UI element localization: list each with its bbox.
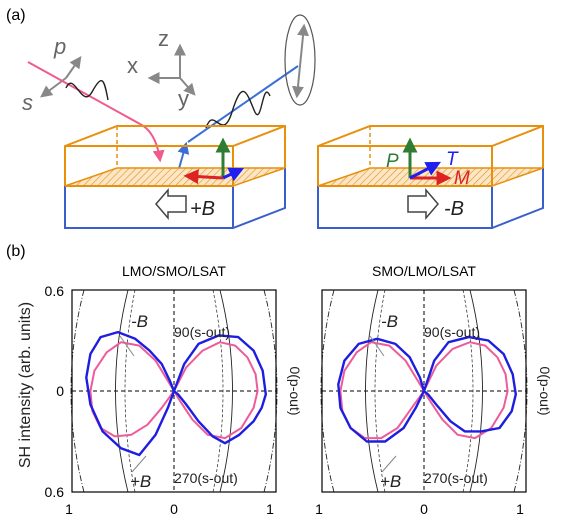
chart-left-bottom-label: 270(s-out)	[174, 470, 238, 486]
output-polarization-arrow	[291, 23, 310, 99]
y-tick-top: 0.6	[45, 283, 65, 299]
incident-beam-refracted	[139, 123, 165, 163]
y-tick-middle: 0	[56, 383, 64, 399]
chart-left-top-label: 90(s-out)	[174, 324, 230, 340]
left-field-label: +B	[190, 198, 215, 220]
p-polarization-arrow	[65, 56, 82, 79]
coordinate-axes: z x y	[127, 26, 196, 111]
left-T-arrow	[222, 167, 245, 182]
s-label: s	[22, 90, 33, 115]
p-label: p	[53, 34, 66, 59]
incident-beam-line	[27, 61, 141, 125]
panel-a: (a) z x y p s	[6, 7, 544, 229]
y-axis-arrow	[179, 77, 196, 96]
panel-b-label: (b)	[6, 243, 26, 260]
chart-left-right-label: 0(p-out)	[287, 366, 303, 415]
y-axis-label: y	[178, 86, 189, 111]
panel-b: (b) SH intensity (arb. units) LMO/SMO/LS…	[6, 243, 553, 517]
chart-left-plusB-label: +B	[130, 472, 151, 491]
left-interface-hatch	[64, 167, 286, 187]
M-label: M	[454, 168, 470, 189]
chart-right-right-label: 0(p-out)	[537, 366, 553, 415]
T-label: T	[446, 149, 459, 170]
chart-right: SMO/LMO/LSAT 90(s-out) 270(s-out) -B +B …	[315, 263, 553, 517]
right-field-arrow-icon	[407, 187, 439, 221]
x-tick-right-0: 0	[420, 501, 428, 517]
x-tick-left-2: 1	[266, 501, 274, 517]
P-label: P	[386, 151, 399, 172]
outgoing-beam	[177, 14, 316, 173]
polarization-ellipse	[284, 14, 316, 106]
right-T-arrow	[409, 161, 441, 180]
chart-left: LMO/SMO/LSAT 90(s-out) 270(s-out) -B +B …	[45, 263, 303, 517]
x-tick-right-1: 1	[315, 501, 323, 517]
outgoing-wave-icon	[205, 90, 271, 129]
chart-left-plot	[85, 330, 267, 457]
chart-left-minusB-label: -B	[131, 312, 148, 331]
series-plus-B-line	[337, 335, 517, 443]
chart-right-grid-arcs	[320, 289, 528, 493]
left-field-arrow-icon	[155, 187, 187, 221]
y-tick-bottom: 0.6	[45, 484, 65, 500]
x-axis-label: x	[127, 53, 138, 78]
chart-right-minusB-label: -B	[381, 312, 398, 331]
z-axis-label: z	[158, 26, 169, 51]
y-axis-title: SH intensity (arb. units)	[17, 302, 34, 468]
chart-left-title: LMO/SMO/LSAT	[122, 263, 226, 279]
x-tick-left-1: 1	[65, 501, 73, 517]
left-device: +B	[64, 125, 286, 229]
left-M-arrow	[183, 169, 224, 185]
chart-right-plot	[337, 335, 517, 443]
chart-right-plusB-label: +B	[380, 472, 401, 491]
chart-right-top-label: 90(s-out)	[424, 324, 480, 340]
incident-wave-icon	[65, 80, 109, 101]
x-tick-right-2: 1	[516, 501, 524, 517]
right-field-label: -B	[444, 198, 464, 220]
series-plus-B-line	[85, 330, 267, 457]
outgoing-beam-line	[187, 65, 299, 143]
right-device: -B P T M	[317, 125, 544, 229]
chart-right-title: SMO/LMO/LSAT	[372, 263, 476, 279]
x-tick-left-0: 0	[170, 501, 178, 517]
panel-a-label: (a)	[6, 7, 26, 24]
chart-left-grid-arcs	[70, 289, 278, 493]
chart-right-bottom-label: 270(s-out)	[424, 470, 488, 486]
